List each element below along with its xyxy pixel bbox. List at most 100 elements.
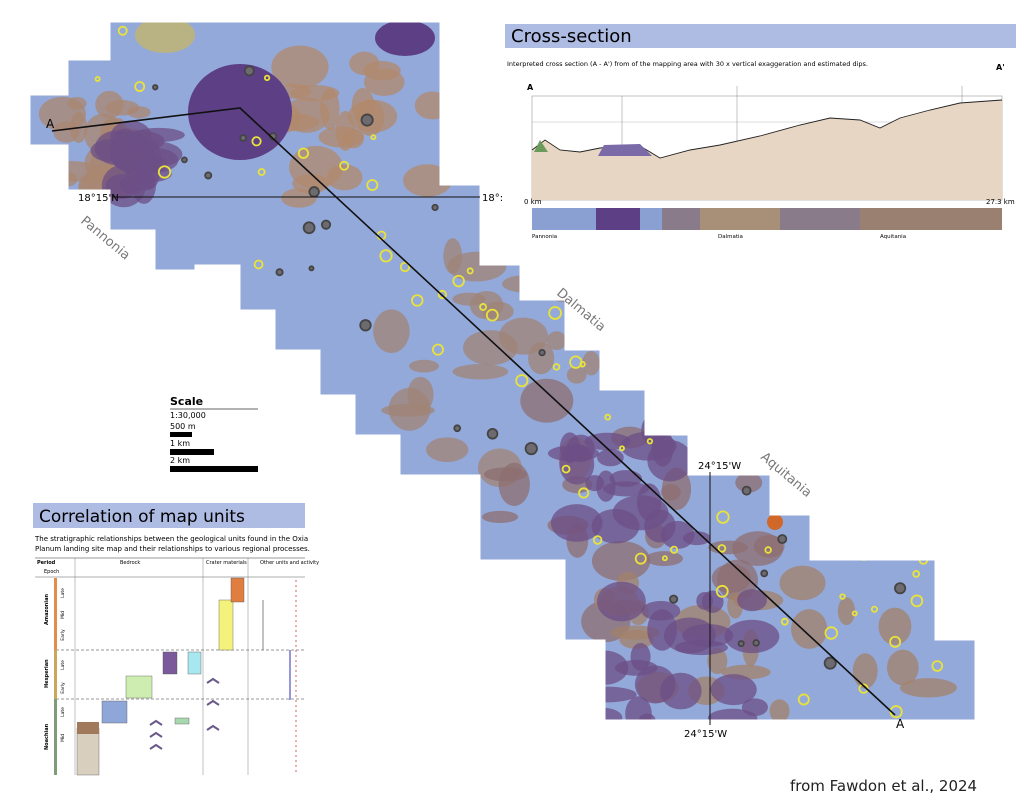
crater (431, 203, 439, 212)
scale-bar (170, 432, 192, 437)
map-unit-patch (373, 309, 410, 354)
profile-surface (531, 99, 1003, 159)
crater (889, 635, 902, 648)
crater (931, 660, 944, 672)
crater (117, 25, 128, 36)
crater (646, 438, 654, 445)
crater (914, 752, 923, 761)
crater (824, 626, 839, 640)
scale-bar-label: 500 m (170, 422, 196, 431)
unit-box (218, 599, 234, 651)
scale-bar-label: 1 km (170, 439, 190, 448)
scale-ratio: 1:30,000 (170, 411, 206, 420)
section-endpoint: A' (996, 63, 1005, 72)
crater (538, 348, 546, 357)
map-unit-patch (682, 531, 711, 546)
period-bar (54, 650, 57, 699)
map-unit-patch (363, 68, 405, 96)
map-unit-patch (528, 342, 555, 375)
map-unit-patch (899, 678, 957, 698)
map-unit-patch (116, 133, 153, 176)
scale-bar-label: 2 km (170, 456, 190, 465)
crater (760, 569, 769, 578)
crater (359, 319, 372, 332)
map-unit-patch (318, 126, 365, 148)
crater (251, 136, 262, 147)
crater (101, 35, 108, 42)
section-endpoint: A (527, 83, 534, 92)
map-unit-patch (482, 301, 514, 322)
crater (851, 610, 858, 617)
crater (453, 424, 462, 433)
crater (302, 221, 316, 235)
scale: Scale 1:30,000 500 m 1 km 2 km (170, 395, 258, 472)
map-unit-patch (597, 448, 624, 467)
region-label: Dalmatia (718, 234, 743, 240)
crater (741, 485, 752, 496)
map-unit-patch (349, 51, 380, 76)
crater (604, 413, 612, 421)
map-unit-patch (403, 164, 453, 197)
crater (485, 308, 499, 322)
map-unit-patch (753, 534, 785, 558)
crater (257, 168, 266, 176)
unit-box (101, 700, 128, 724)
scale-title: Scale (170, 395, 203, 408)
distance-label: 0 km (524, 198, 542, 206)
panel-description: Planum landing site map and their relati… (35, 545, 310, 553)
map-unit-patch (591, 508, 640, 544)
column-header: Epoch (44, 569, 59, 575)
panel-title: Cross-section (511, 26, 632, 47)
crater (370, 134, 377, 141)
map-unit-patch (852, 653, 878, 689)
crater (797, 693, 810, 706)
crater (308, 265, 315, 272)
crater (870, 605, 878, 613)
period-bar (54, 699, 57, 775)
map-unit-patch (443, 238, 463, 274)
map-unit-patch (596, 581, 646, 622)
crater (857, 549, 870, 561)
map-unit-patch (664, 617, 716, 654)
crater (253, 259, 264, 270)
crater (339, 160, 350, 171)
map-unit-patch (559, 443, 595, 485)
scale-bar (170, 449, 214, 455)
crater (661, 555, 668, 562)
map-unit-patch (414, 91, 451, 120)
map-unit-patch (550, 504, 603, 542)
crater (152, 84, 159, 91)
crater (524, 441, 538, 456)
crater (94, 75, 101, 82)
column-header: Bedrock (120, 560, 140, 566)
crater (263, 74, 271, 82)
panel-header (505, 24, 1016, 48)
unit-box (230, 577, 245, 603)
period-label: Noachian (44, 723, 50, 750)
distance-label: 27.3 km (986, 198, 1015, 206)
crater (801, 436, 815, 449)
crater (452, 274, 465, 288)
map-unit-patch (388, 387, 431, 431)
map-unit-patch (630, 642, 651, 671)
map-unit-patch (591, 540, 651, 581)
map-unit-patch (67, 97, 87, 110)
profile-line (51, 107, 896, 716)
epoch-label: Early (60, 682, 66, 694)
section-strip-unit (596, 208, 640, 230)
map-unit-patch (686, 414, 708, 447)
crater (634, 552, 647, 565)
map-unit-patch (520, 378, 574, 423)
column-header: Other units and activity (260, 560, 319, 566)
map-unit-patch (634, 665, 676, 704)
crater (466, 267, 474, 275)
map-unit-patch (886, 649, 919, 686)
crater (814, 477, 826, 489)
map-unit-patch (769, 699, 790, 720)
map-unit-patch (426, 437, 469, 463)
crater (515, 374, 529, 388)
crater (437, 289, 447, 300)
map-unit-patch (603, 481, 649, 497)
